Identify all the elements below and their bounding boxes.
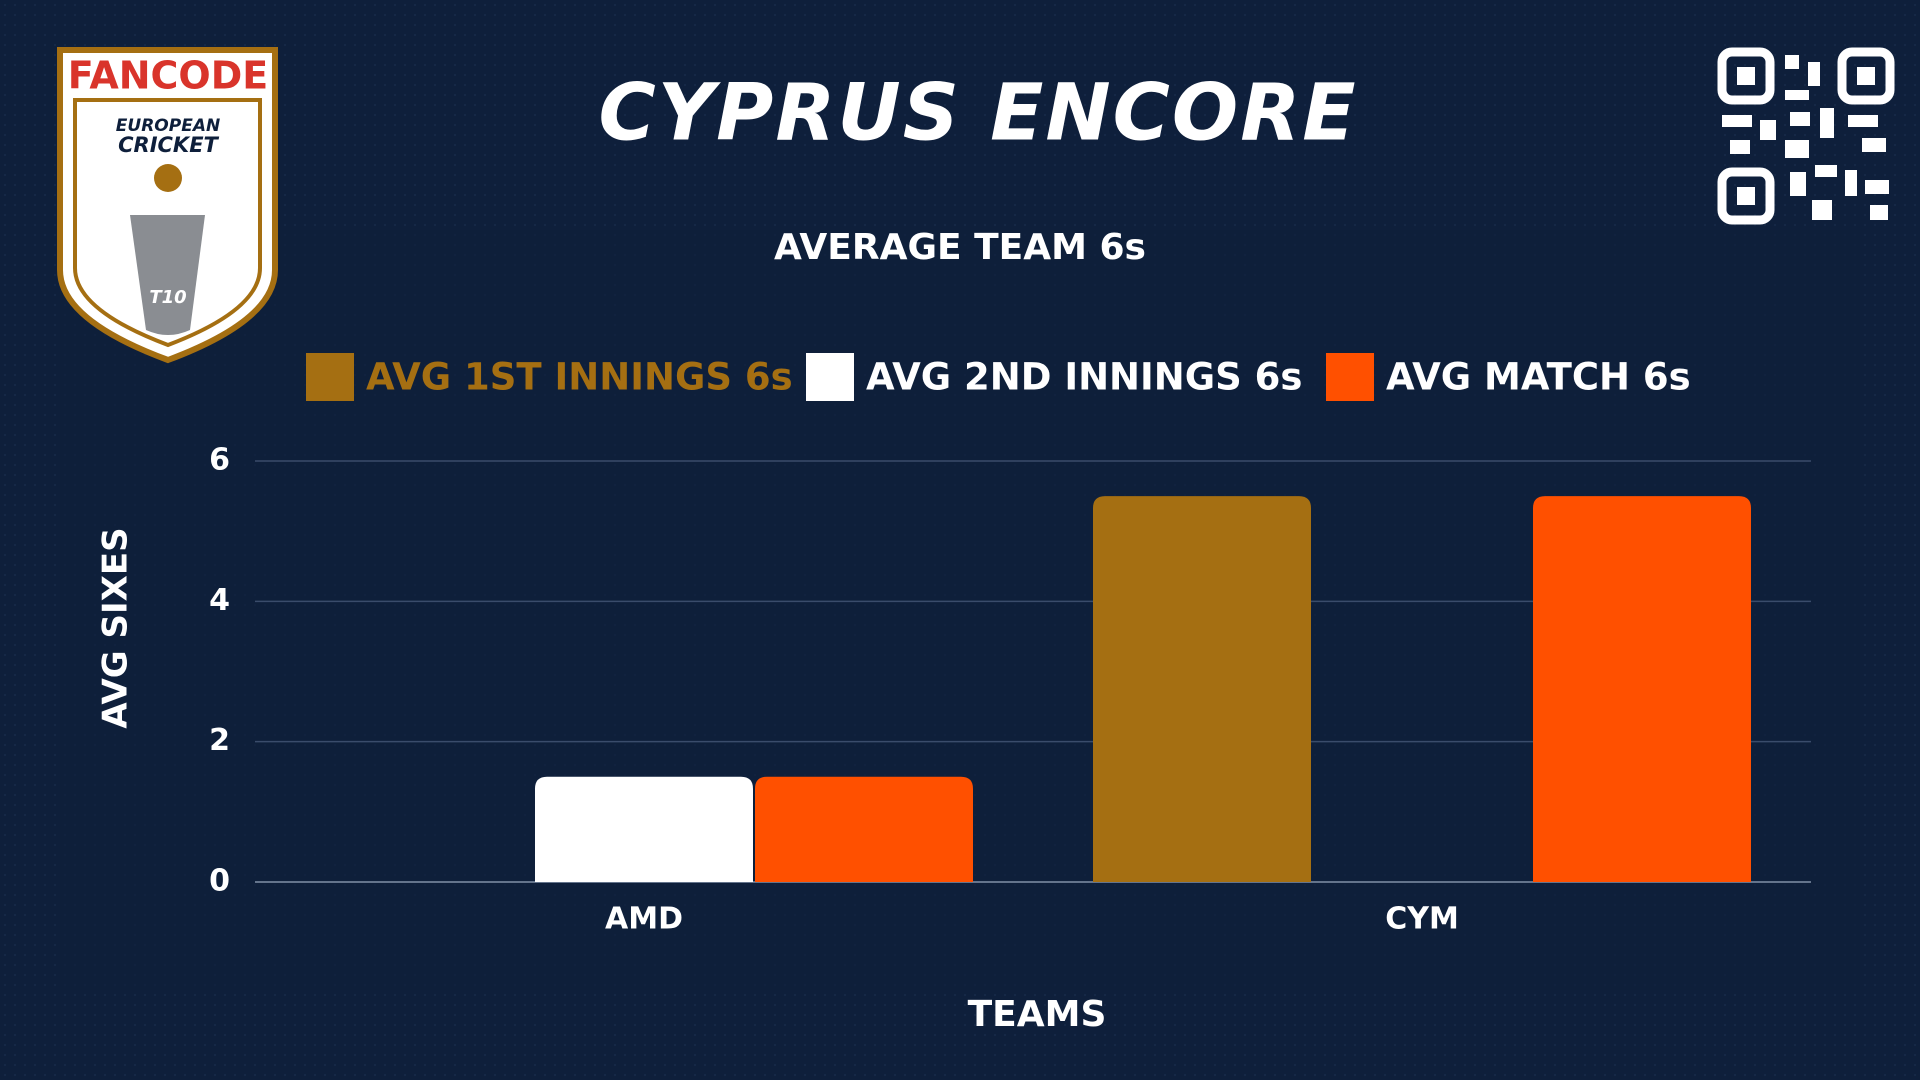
logo-brand: FANCODE [68,54,269,98]
legend-label: AVG MATCH 6s [1386,356,1691,399]
bar [1533,496,1751,882]
logo: FANCODE EUROPEAN CRICKET T10 [57,47,278,364]
x-tick-label: CYM [1385,902,1459,937]
legend-swatch [306,353,354,401]
legend-label: AVG 1ST INNINGS 6s [366,356,793,399]
bar [755,776,973,882]
chart-title: CYPRUS ENCORE [598,68,1357,158]
legend-swatch [806,353,854,401]
x-tick-label: AMD [605,902,683,937]
legend-swatch [1326,353,1374,401]
y-tick-label: 0 [209,864,230,899]
logo-badge: T10 [149,287,186,308]
logo-line2: CRICKET [118,133,219,157]
y-tick-label: 6 [209,443,230,478]
plot: AVG 1ST INNINGS 6s AVG 2ND INNINGS 6s AVG … [209,353,1811,937]
bar [535,776,753,882]
bar [1093,496,1311,882]
y-tick-label: 2 [209,723,230,758]
y-axis-label: AVG SIXES [96,527,136,728]
chart-subtitle: AVERAGE TEAM 6s [774,227,1146,268]
qr-code [1717,47,1895,225]
x-axis-label: TEAMS [968,994,1107,1035]
legend-label: AVG 2ND INNINGS 6s [866,356,1302,399]
logo-line1: EUROPEAN [116,116,220,136]
y-tick-label: 4 [209,583,230,618]
